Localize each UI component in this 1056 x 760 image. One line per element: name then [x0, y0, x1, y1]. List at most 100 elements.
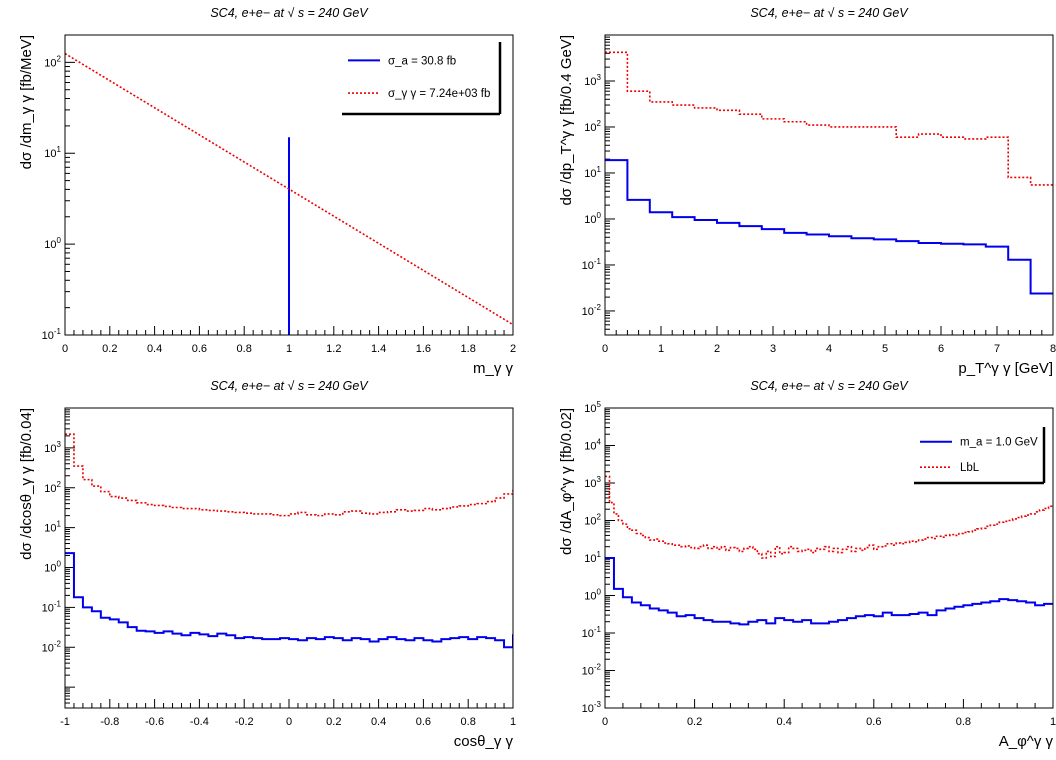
- x-tick-label: 0.2: [102, 343, 117, 355]
- x-tick-label: 1: [1050, 716, 1056, 728]
- x-tick-label: 0.4: [371, 716, 386, 728]
- y-tick-label: 103: [584, 73, 601, 88]
- x-tick-label: 1.2: [326, 343, 341, 355]
- x-tick-label: 1: [510, 716, 516, 728]
- plot-frame: [604, 407, 1054, 709]
- y-tick-base: 10: [582, 628, 594, 640]
- y-tick-label: 103: [44, 440, 61, 455]
- y-tick-exponent: 1: [597, 165, 602, 174]
- y-tick-exponent: -2: [594, 303, 602, 312]
- x-axis-label: A_φ^γ γ: [999, 733, 1054, 750]
- y-tick-exponent: -2: [594, 663, 602, 672]
- y-tick-label: 10-2: [582, 663, 602, 678]
- chart-title: SC4, e+e− at √ s = 240 GeV: [750, 6, 909, 20]
- y-tick-exponent: 0: [597, 588, 602, 597]
- plot-area: [605, 475, 1053, 626]
- y-tick-label: 102: [584, 513, 601, 528]
- y-tick-exponent: 0: [57, 560, 62, 569]
- legend-box: [342, 42, 500, 114]
- y-tick-exponent: -1: [54, 327, 62, 336]
- y-tick-label: 100: [44, 236, 61, 251]
- y-tick-exponent: 1: [57, 520, 62, 529]
- y-tick-exponent: 3: [597, 73, 602, 82]
- y-tick-base: 10: [44, 563, 56, 575]
- legend: m_a = 1.0 GeV LbL: [914, 427, 1046, 485]
- y-tick-label: 10-3: [582, 700, 602, 715]
- x-tick-label: 6: [938, 343, 944, 355]
- x-tick-label: 7: [994, 343, 1000, 355]
- y-tick-base: 10: [584, 441, 596, 453]
- y-tick-base: 10: [44, 57, 56, 69]
- chart-title: SC4, e+e− at √ s = 240 GeV: [210, 6, 369, 20]
- x-tick-label: 0.8: [956, 716, 971, 728]
- y-tick-label: 101: [584, 165, 601, 180]
- x-tick-label: 0.6: [416, 716, 431, 728]
- y-tick-base: 10: [584, 122, 596, 134]
- x-tick-label: 1.8: [461, 343, 476, 355]
- y-tick-base: 10: [584, 403, 596, 415]
- x-tick-label: 0.2: [326, 716, 341, 728]
- y-tick-exponent: 1: [597, 550, 602, 559]
- legend-entry-label: m_a = 1.0 GeV: [960, 437, 1038, 449]
- x-axis-label: cosθ_γ γ: [454, 733, 514, 750]
- y-tick-base: 10: [582, 703, 594, 715]
- legend-box: [914, 427, 1044, 483]
- y-tick-base: 10: [44, 239, 56, 251]
- y-tick-exponent: 2: [57, 480, 62, 489]
- y-tick-base: 10: [44, 443, 56, 455]
- x-tick-label: 0.2: [687, 716, 702, 728]
- panel-p3: SC4, e+e− at √ s = 240 GeV -1 -0.8 -0.6 -0.4…: [18, 379, 516, 750]
- chart-title: SC4, e+e− at √ s = 240 GeV: [210, 379, 369, 393]
- panel-p4: SC4, e+e− at √ s = 240 GeV 0 0.2 0.4 0.6 0.8 1…: [558, 379, 1056, 750]
- y-axis-label: dσ /dm_γ γ [fb/MeV]: [18, 35, 35, 169]
- y-tick-exponent: -2: [54, 639, 62, 648]
- series-1-red-dotted: [605, 475, 1053, 559]
- y-tick-label: 101: [44, 520, 61, 535]
- y-tick-exponent: 2: [597, 119, 602, 128]
- y-tick-label: 10-1: [582, 625, 602, 640]
- x-axis-label: p_T^γ γ [GeV]: [958, 360, 1053, 377]
- plot-frame: [64, 34, 514, 336]
- y-axis-label: dσ /dA_φ^γ γ [fb/0.02]: [558, 408, 575, 555]
- y-tick-label: 102: [44, 54, 61, 69]
- x-tick-label: 0.8: [237, 343, 252, 355]
- series-1-red-dotted: [65, 433, 513, 517]
- y-tick-label: 10-1: [42, 599, 62, 614]
- y-tick-base: 10: [582, 306, 594, 318]
- legend-entry-label: LbL: [960, 462, 980, 474]
- y-tick-exponent: -3: [594, 700, 602, 709]
- legend-entry-label: σ_γ γ = 7.24e+03 fb: [388, 88, 490, 100]
- x-tick-label: 8: [1050, 343, 1056, 355]
- y-tick-exponent: 0: [597, 211, 602, 220]
- y-tick-base: 10: [584, 478, 596, 490]
- y-tick-label: 100: [584, 588, 601, 603]
- plot-area: [65, 52, 513, 335]
- y-tick-base: 10: [582, 260, 594, 272]
- y-tick-label: 101: [44, 145, 61, 160]
- y-axis-label: dσ /dp_T^γ γ [fb/0.4 GeV]: [558, 35, 575, 206]
- x-tick-label: 0.6: [192, 343, 207, 355]
- y-tick-label: 102: [584, 119, 601, 134]
- y-tick-label: 10-1: [582, 257, 602, 272]
- panel-p1: SC4, e+e− at √ s = 240 GeV 0 0.2 0.4 0.6 0.8 1…: [18, 6, 516, 377]
- x-tick-label: 0.4: [147, 343, 162, 355]
- x-axis-label: m_γ γ: [473, 360, 514, 377]
- y-tick-label: 103: [584, 475, 601, 490]
- x-tick-label: 0: [286, 716, 292, 728]
- y-tick-label: 102: [44, 480, 61, 495]
- x-tick-label: 0: [602, 716, 608, 728]
- plot-frame: [64, 407, 514, 709]
- series-1-red-dotted: [605, 51, 1053, 186]
- y-tick-exponent: 0: [57, 236, 62, 245]
- y-tick-label: 101: [584, 550, 601, 565]
- y-tick-exponent: 3: [597, 475, 602, 484]
- x-tick-label: -0.4: [190, 716, 209, 728]
- x-tick-label: 1.4: [371, 343, 386, 355]
- plot-area: [65, 433, 513, 649]
- y-tick-base: 10: [582, 666, 594, 678]
- x-tick-label: -1: [60, 716, 70, 728]
- y-tick-exponent: 2: [597, 513, 602, 522]
- x-tick-label: 1.6: [416, 343, 431, 355]
- y-tick-label: 104: [584, 438, 601, 453]
- y-tick-label: 105: [584, 400, 601, 415]
